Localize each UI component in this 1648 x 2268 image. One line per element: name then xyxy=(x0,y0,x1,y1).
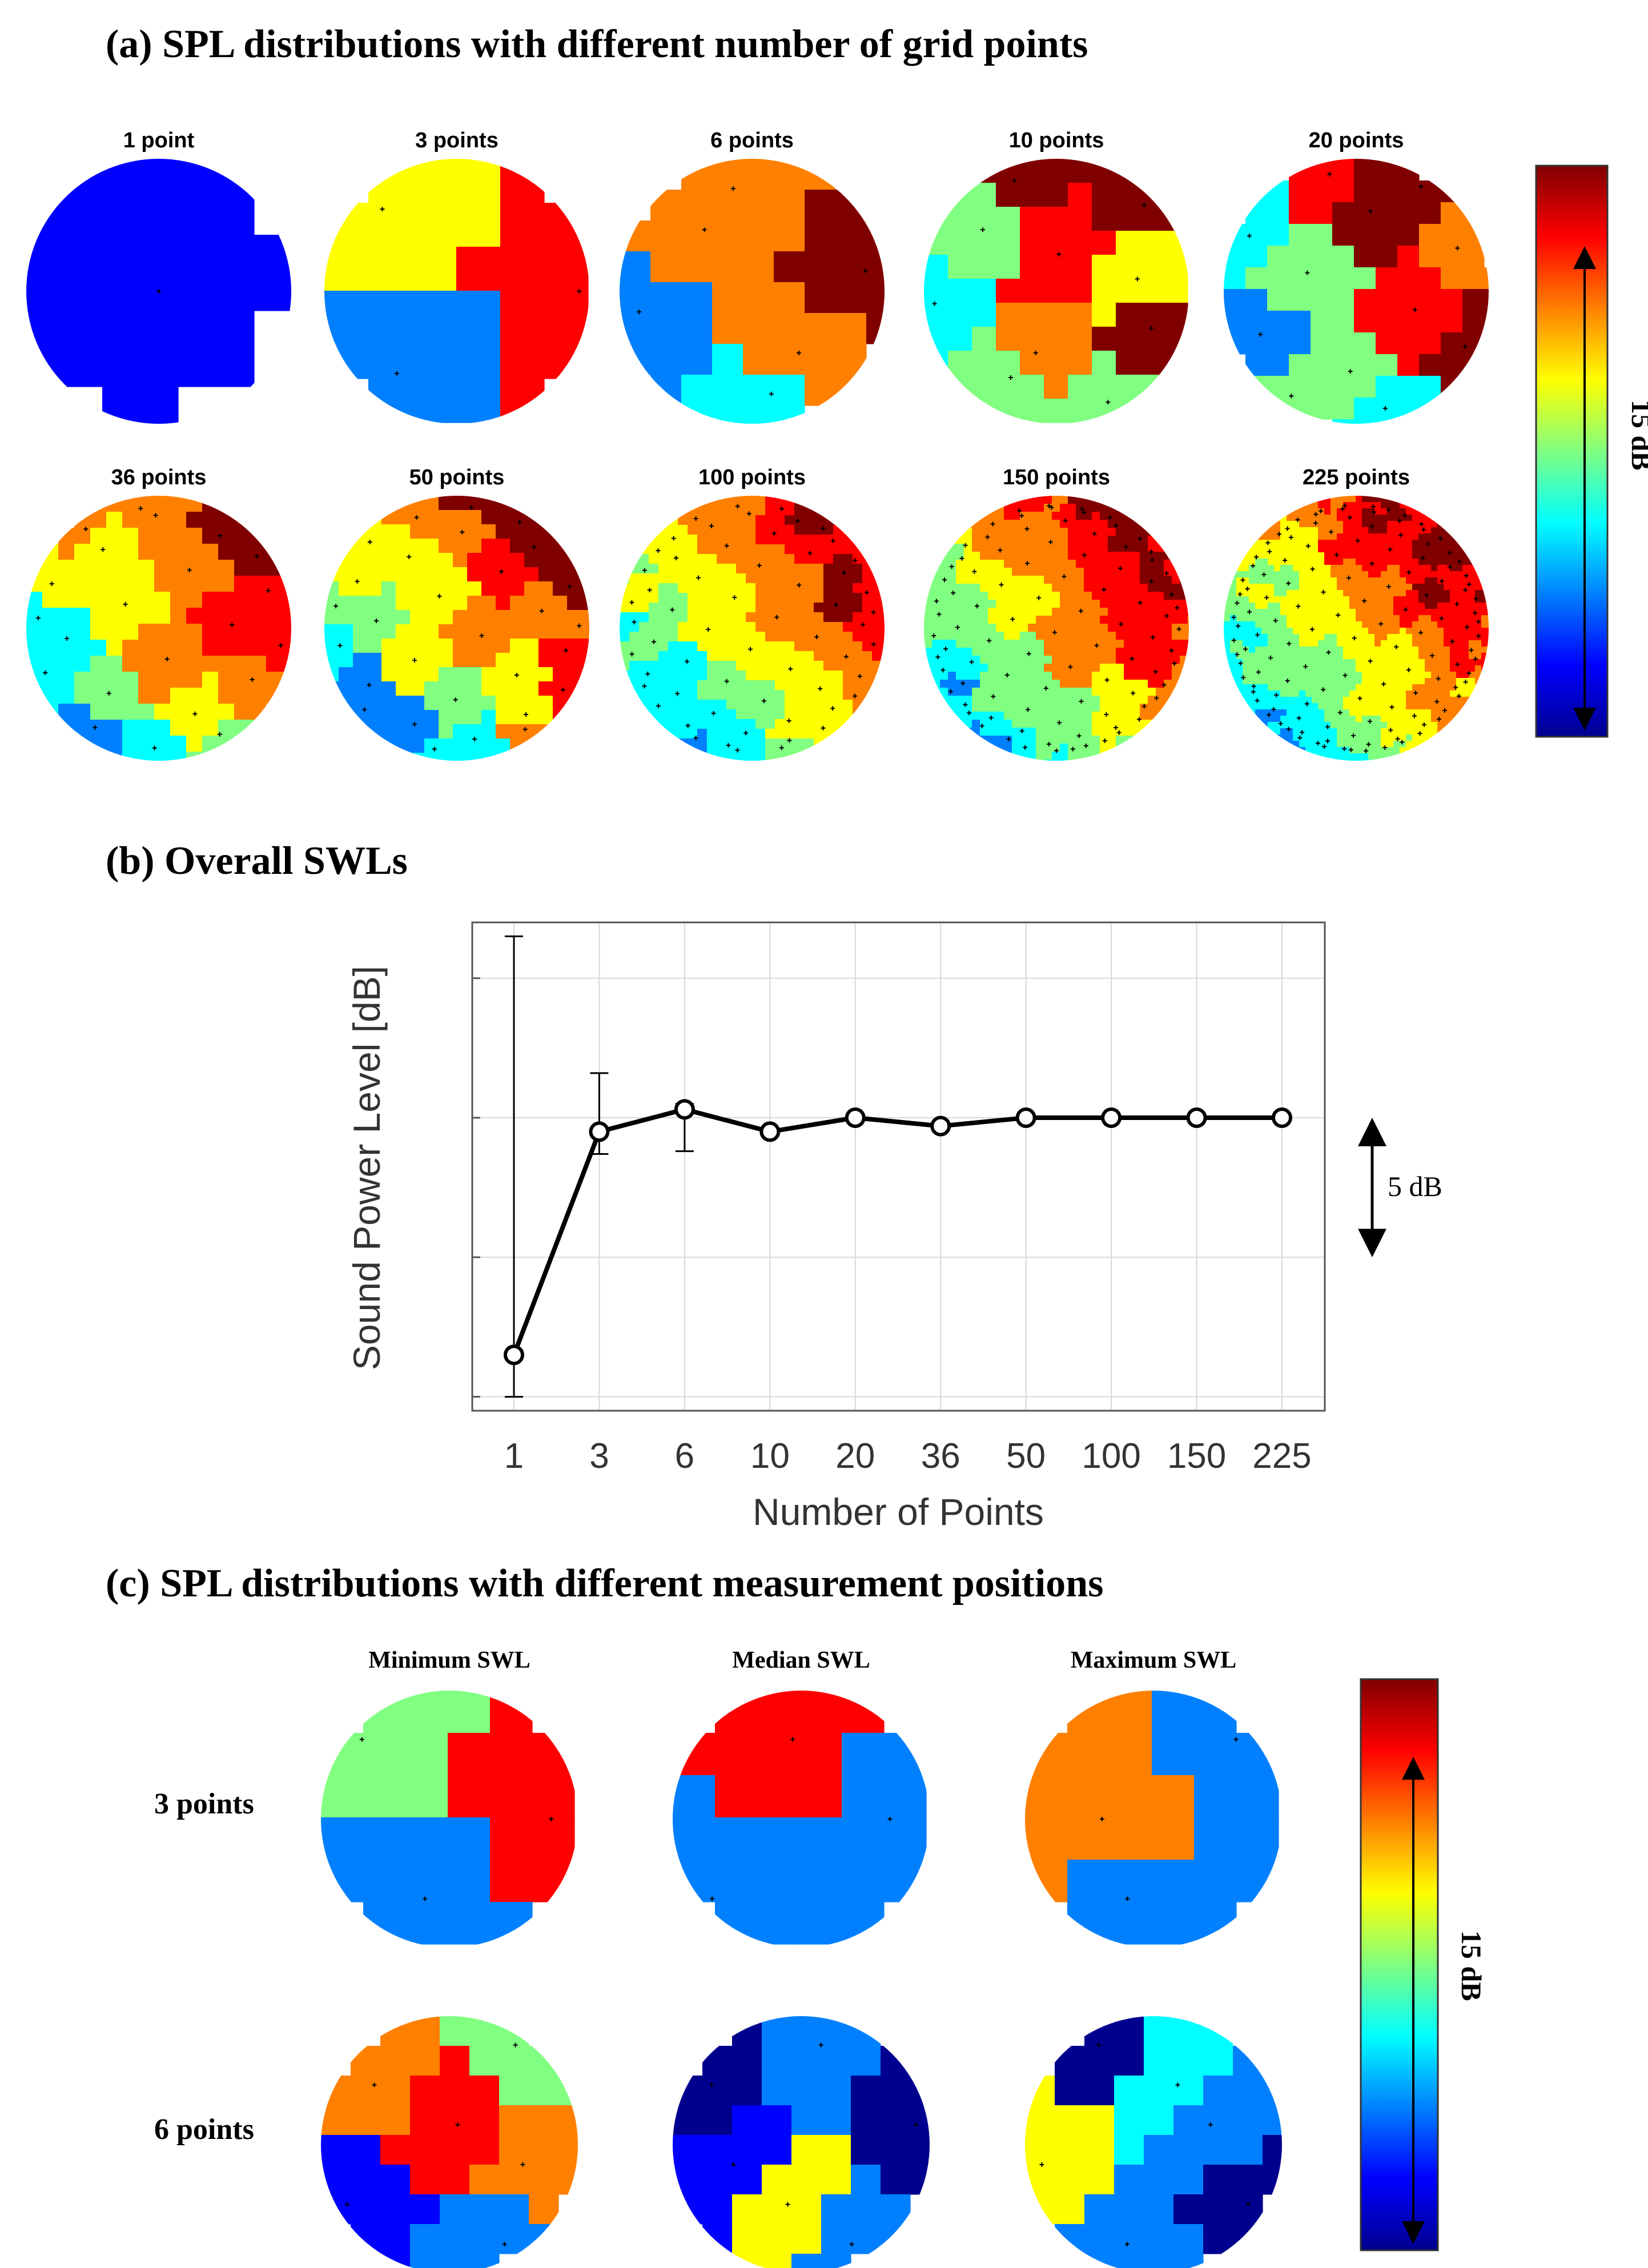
chart-x-tick-labels: 1 3 6 10 20 36 50 100 150 225 xyxy=(504,1436,1312,1476)
data-point-225 xyxy=(1272,1107,1292,1128)
chart-frame xyxy=(471,921,1326,1412)
column-label-minimum: Minimum SWL xyxy=(368,1647,530,1673)
x-tick-label-50: 50 xyxy=(1006,1436,1046,1476)
sphere-label-1: 1 point xyxy=(123,129,195,152)
swl-chart: 1 3 6 10 20 36 50 100 150 225 Number of Points So… xyxy=(345,921,1442,1533)
row-label-3-points: 3 points xyxy=(154,1788,254,1820)
sphere-a-20 xyxy=(1224,159,1489,424)
data-point-36 xyxy=(930,1115,951,1137)
data-point-20 xyxy=(845,1107,866,1128)
colorbar-a-label: 15 dB xyxy=(1626,400,1648,471)
sphere-label-50: 50 points xyxy=(409,465,505,489)
scale-bar-label: 5 dB xyxy=(1388,1170,1442,1202)
swl-series-line xyxy=(512,1107,1282,1356)
sphere-label-10: 10 points xyxy=(1009,129,1104,152)
sphere-c-0 xyxy=(321,1691,575,1945)
sphere-label-20: 20 points xyxy=(1309,129,1404,152)
panel-a-spheres: 1 point 3 points 6 points 10 points 20 point… xyxy=(26,129,1489,761)
data-point-100 xyxy=(1101,1107,1122,1128)
x-tick-label-3: 3 xyxy=(589,1436,609,1476)
chart-y-axis-label: Sound Power Level [dB] xyxy=(345,966,388,1370)
sphere-a-36 xyxy=(26,496,291,761)
data-point-10 xyxy=(759,1121,781,1142)
x-tick-label-1: 1 xyxy=(504,1436,524,1476)
sphere-label-225: 225 points xyxy=(1303,465,1410,489)
sphere-label-3: 3 points xyxy=(415,129,499,152)
x-tick-label-10: 10 xyxy=(750,1436,790,1476)
sphere-a-100 xyxy=(620,496,885,761)
column-label-median: Median SWL xyxy=(732,1647,870,1673)
panel-a-title: (a) SPL distributions with different num… xyxy=(106,22,1088,66)
data-point-1 xyxy=(504,1344,524,1366)
panel-c-colorbar: 15 dB xyxy=(1360,1678,1488,2251)
colorbar-a xyxy=(1535,164,1609,738)
sphere-a-1 xyxy=(26,159,291,424)
x-tick-label-20: 20 xyxy=(835,1436,875,1476)
sphere-a-6 xyxy=(620,159,885,424)
colorbar-c-label: 15 dB xyxy=(1456,1930,1488,2001)
error-bar-1 xyxy=(505,935,523,1398)
panel-c-spheres xyxy=(321,1691,1282,2268)
chart-x-axis-label: Number of Points xyxy=(753,1491,1044,1533)
sphere-label-100: 100 points xyxy=(698,465,806,489)
panel-b-title: (b) Overall SWLs xyxy=(106,839,408,883)
sphere-c-2 xyxy=(1025,1691,1279,1945)
x-tick-label-225: 225 xyxy=(1252,1436,1311,1476)
sphere-c-1 xyxy=(673,1691,927,1945)
column-label-maximum: Maximum SWL xyxy=(1071,1647,1237,1673)
data-point-6 xyxy=(674,1099,695,1120)
sphere-a-50 xyxy=(324,496,589,761)
sphere-c-4 xyxy=(673,2016,930,2268)
x-tick-label-150: 150 xyxy=(1167,1436,1226,1476)
data-point-3 xyxy=(589,1121,610,1142)
swl-series-points xyxy=(504,1099,1292,1366)
sphere-label-6: 6 points xyxy=(710,129,794,152)
sphere-c-3 xyxy=(321,2016,578,2268)
panel-a-colorbar: 15 dB xyxy=(1535,164,1648,738)
x-tick-label-36: 36 xyxy=(921,1436,960,1476)
sphere-label-150: 150 points xyxy=(1003,465,1110,489)
x-tick-label-100: 100 xyxy=(1082,1436,1140,1476)
row-label-6-points: 6 points xyxy=(154,2113,254,2146)
x-tick-label-6: 6 xyxy=(675,1436,694,1476)
panel-c-title: (c) SPL distributions with different mea… xyxy=(106,1561,1103,1605)
sphere-c-5 xyxy=(1025,2016,1282,2268)
colorbar-c xyxy=(1360,1678,1439,2251)
sphere-a-150 xyxy=(924,496,1189,761)
chart-grid xyxy=(472,922,1325,1411)
sphere-label-36: 36 points xyxy=(111,465,207,489)
data-point-50 xyxy=(1015,1107,1036,1128)
data-point-150 xyxy=(1186,1107,1207,1128)
sphere-a-225 xyxy=(1224,496,1489,761)
sphere-a-10 xyxy=(924,159,1188,423)
sphere-a-3 xyxy=(324,159,589,423)
